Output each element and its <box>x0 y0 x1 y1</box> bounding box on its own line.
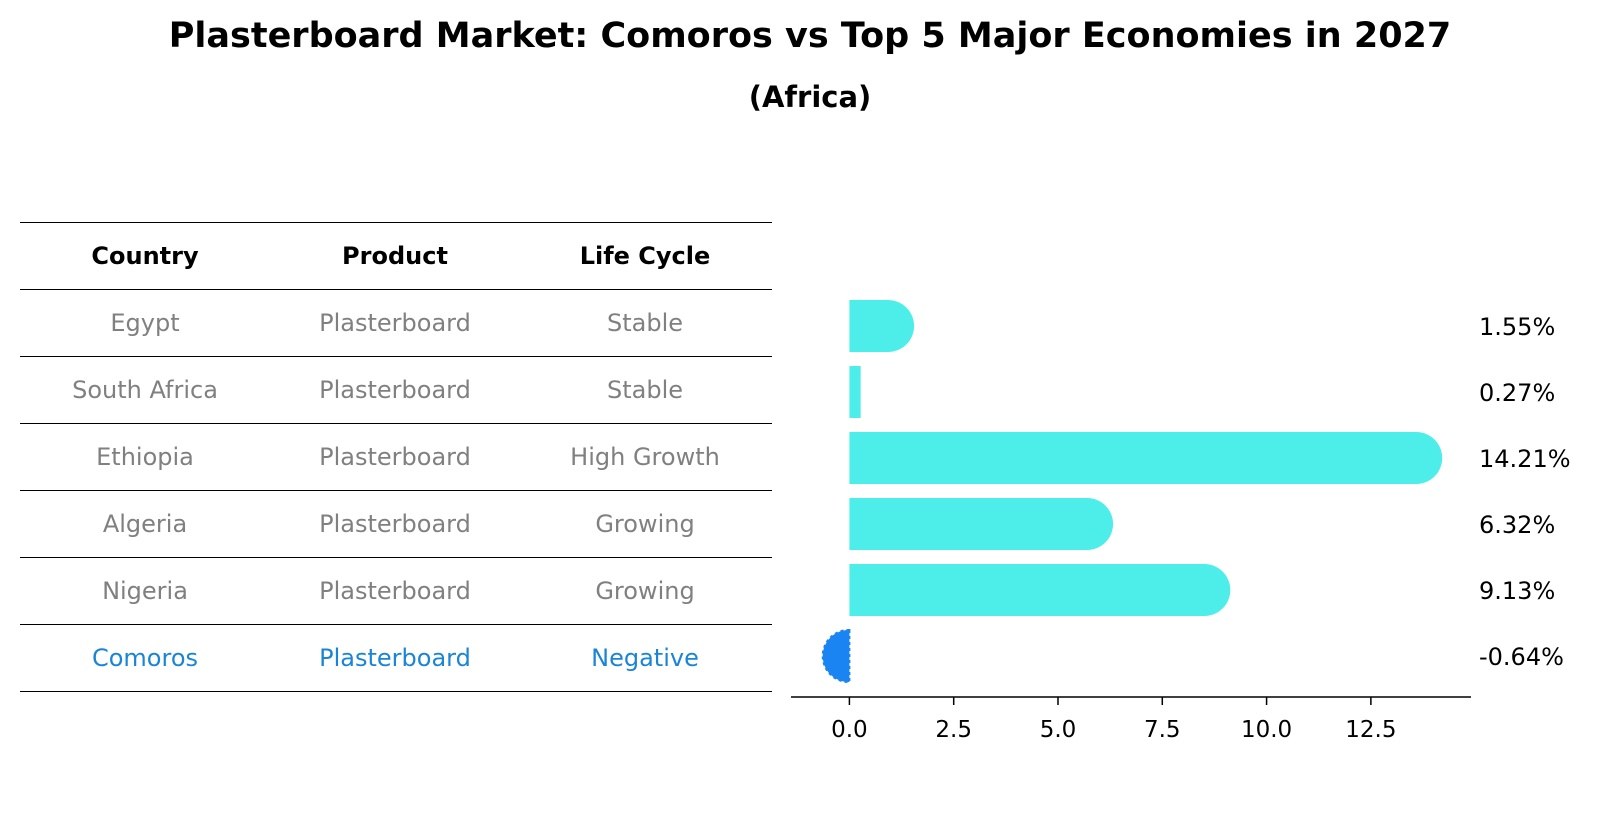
cell-country: Nigeria <box>102 577 188 605</box>
cell-life-cycle: Growing <box>595 510 695 538</box>
cell-life-cycle: Stable <box>606 376 684 404</box>
bar-egypt <box>849 300 915 352</box>
chart-subtitle: (Africa) <box>748 80 872 114</box>
data-table: Country Product Life Cycle Egypt Plaster… <box>20 222 772 692</box>
table-header-row: Country Product Life Cycle <box>20 222 772 289</box>
cell-product: Plasterboard <box>319 510 471 538</box>
data-label: 0.27% <box>1479 379 1555 407</box>
x-tick-label: 5.0 <box>1040 717 1077 743</box>
header-country: Country <box>91 242 199 270</box>
cell-country: Egypt <box>110 309 180 337</box>
table-row: Algeria Plasterboard Growing <box>20 490 772 557</box>
data-label: 14.21% <box>1479 445 1571 473</box>
cell-product: Plasterboard <box>319 376 471 404</box>
bar-south-africa <box>849 366 861 418</box>
data-label: 6.32% <box>1479 511 1555 539</box>
cell-product: Plasterboard <box>319 443 471 471</box>
cell-country: Comoros <box>91 644 199 672</box>
data-label: -0.64% <box>1479 643 1564 671</box>
data-label: 1.55% <box>1479 313 1555 341</box>
table-row: Ethiopia Plasterboard High Growth <box>20 423 772 490</box>
bar-comoros <box>821 629 851 683</box>
x-tick-label: 10.0 <box>1241 717 1292 743</box>
cell-product: Plasterboard <box>319 644 471 672</box>
header-life-cycle: Life Cycle <box>579 242 711 270</box>
x-tick-label: 2.5 <box>935 717 972 743</box>
table-row: South Africa Plasterboard Stable <box>20 356 772 423</box>
cell-product: Plasterboard <box>319 577 471 605</box>
x-tick-label: 12.5 <box>1345 717 1396 743</box>
cell-life-cycle: Stable <box>606 309 684 337</box>
cell-life-cycle: Growing <box>595 577 695 605</box>
table-row: Nigeria Plasterboard Growing <box>20 557 772 624</box>
cell-country: Algeria <box>102 510 188 538</box>
x-tick-label: 7.5 <box>1144 717 1181 743</box>
table-row: Egypt Plasterboard Stable <box>20 289 772 356</box>
cell-life-cycle: High Growth <box>570 443 720 471</box>
table-row-highlight: Comoros Plasterboard Negative <box>20 624 772 692</box>
bar-ethiopia <box>849 432 1443 484</box>
cell-life-cycle: Negative <box>591 644 699 672</box>
header-product: Product <box>342 242 448 270</box>
data-label: 9.13% <box>1479 577 1555 605</box>
cell-country: South Africa <box>72 376 218 404</box>
cell-product: Plasterboard <box>319 309 471 337</box>
bar-nigeria <box>849 564 1231 616</box>
bar-algeria <box>849 498 1114 550</box>
chart-title: Plasterboard Market: Comoros vs Top 5 Ma… <box>168 16 1452 56</box>
cell-country: Ethiopia <box>96 443 194 471</box>
x-tick-label: 0.0 <box>831 717 868 743</box>
